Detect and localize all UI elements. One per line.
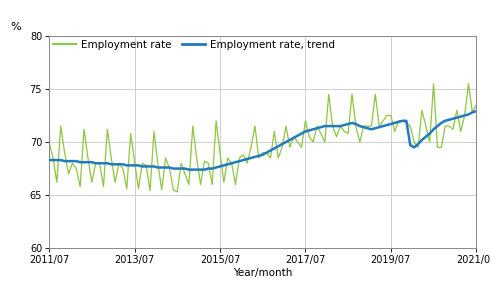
Legend: Employment rate, Employment rate, trend: Employment rate, Employment rate, trend [49, 36, 340, 54]
X-axis label: Year/month: Year/month [233, 268, 292, 278]
Text: %: % [11, 22, 21, 32]
